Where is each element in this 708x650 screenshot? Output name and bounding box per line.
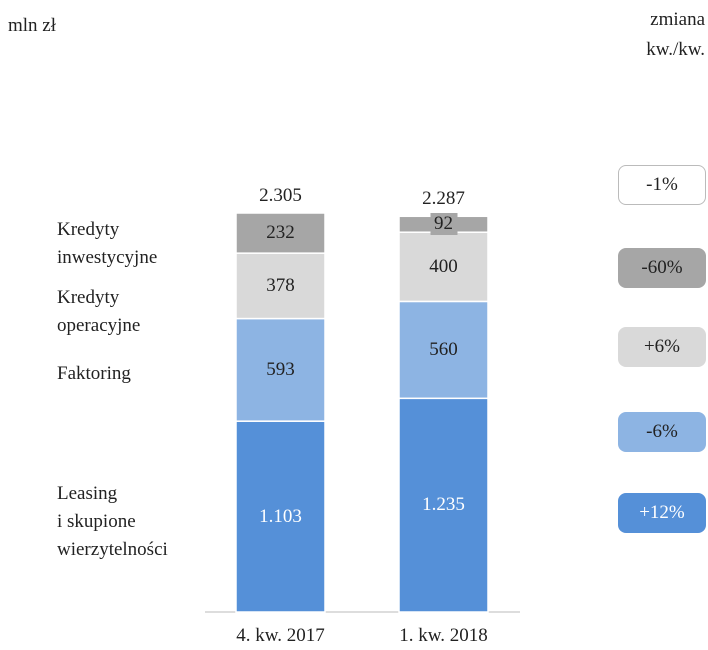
legend-label: Kredyty inwestycyjne [57, 219, 158, 268]
value-label: 92 [430, 213, 457, 236]
change-badge: -1% [618, 165, 706, 205]
bar-segment [235, 420, 326, 613]
value-label: 400 [429, 255, 458, 277]
value-label: 378 [266, 274, 295, 296]
bar-segment [398, 300, 489, 400]
value-label: 593 [266, 358, 295, 380]
value-label: 232 [266, 222, 295, 244]
change-title: zmiana kw./kw. [646, 9, 705, 60]
legend-label: Faktoring [57, 363, 131, 384]
unit-label: mln zł [8, 15, 57, 36]
x-tick-label: 1. kw. 2018 [399, 625, 488, 646]
bar-segment [398, 397, 489, 613]
value-label: 1.235 [422, 494, 465, 516]
bar-segment [235, 212, 326, 254]
total-label: 2.287 [422, 188, 465, 210]
change-badge: -6% [618, 412, 706, 452]
bar-segment [398, 231, 489, 303]
change-badge: +6% [618, 327, 706, 367]
change-badge: -60% [618, 248, 706, 288]
value-label: 1.103 [259, 505, 302, 527]
value-label: 560 [429, 338, 458, 360]
bar-segment [235, 317, 326, 422]
legend-label: Leasing i skupione wierzytelności [57, 483, 168, 560]
legend-label: Kredyty operacyjne [57, 287, 141, 336]
x-tick-label: 4. kw. 2017 [236, 625, 325, 646]
change-badge: +12% [618, 493, 706, 533]
total-label: 2.305 [259, 185, 302, 206]
